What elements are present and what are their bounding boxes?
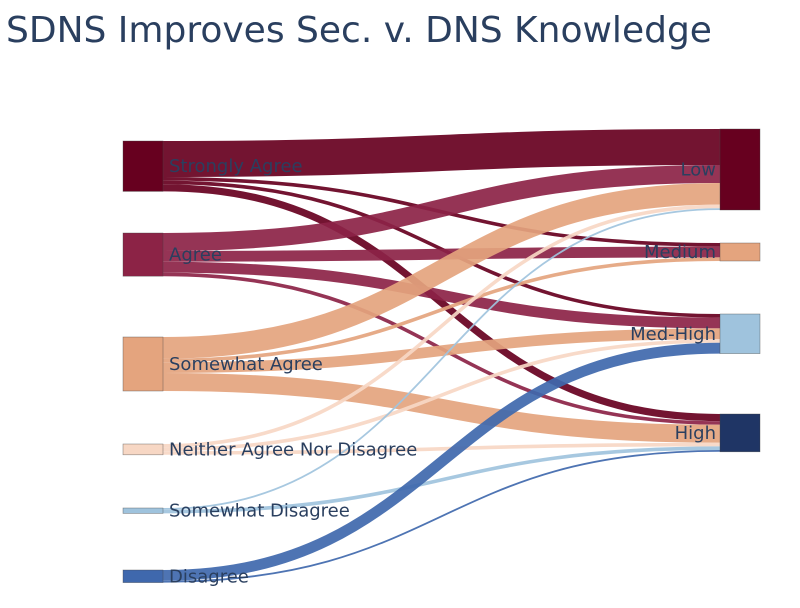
sankey-labels: Strongly Agree Agree Somewhat Agree Neither… — [169, 156, 716, 587]
link-somewhat_agree-medium — [162, 257, 721, 363]
link-agree-medium — [162, 246, 721, 262]
label-somewhat_agree: Somewhat Agree — [169, 354, 323, 375]
label-low: Low — [681, 160, 716, 181]
node-medium — [719, 242, 761, 262]
link-disagree-high — [162, 450, 721, 583]
link-somewhat_agree-high — [162, 373, 721, 443]
node-strongly_agree — [122, 140, 164, 192]
link-somewhat_disagree-high — [162, 446, 721, 514]
node-neither — [122, 443, 164, 456]
node-somewhat_disagree — [122, 507, 164, 514]
label-medium: Medium — [644, 242, 716, 263]
link-strongly_agree-low — [162, 129, 721, 177]
link-somewhat_disagree-low — [162, 208, 721, 510]
sankey-nodes — [122, 128, 761, 583]
node-somewhat_agree — [122, 336, 164, 392]
label-agree: Agree — [169, 245, 222, 266]
label-somewhat_disagree: Somewhat Disagree — [169, 501, 350, 522]
label-strongly_agree: Strongly Agree — [169, 156, 303, 177]
label-disagree: Disagree — [169, 566, 249, 587]
link-agree-med_high — [162, 261, 721, 329]
sankey-links — [162, 129, 721, 583]
node-agree — [122, 232, 164, 277]
label-med_high: Med-High — [630, 324, 716, 345]
node-med_high — [719, 313, 761, 354]
label-neither: Neither Agree Nor Disagree — [169, 439, 417, 460]
label-high: High — [675, 423, 716, 444]
link-disagree-med_high — [162, 342, 721, 581]
link-neither-low — [162, 204, 721, 448]
link-somewhat_agree-low — [162, 183, 721, 359]
node-disagree — [122, 569, 164, 583]
link-neither-high — [162, 442, 721, 455]
link-strongly_agree-high — [162, 184, 721, 422]
link-agree-low — [162, 165, 721, 251]
node-high — [719, 413, 761, 453]
link-somewhat_agree-med_high — [162, 328, 721, 373]
chart-title: SDNS Improves Sec. v. DNS Knowledge — [6, 10, 712, 51]
link-neither-med_high — [162, 339, 721, 452]
node-low — [719, 128, 761, 211]
